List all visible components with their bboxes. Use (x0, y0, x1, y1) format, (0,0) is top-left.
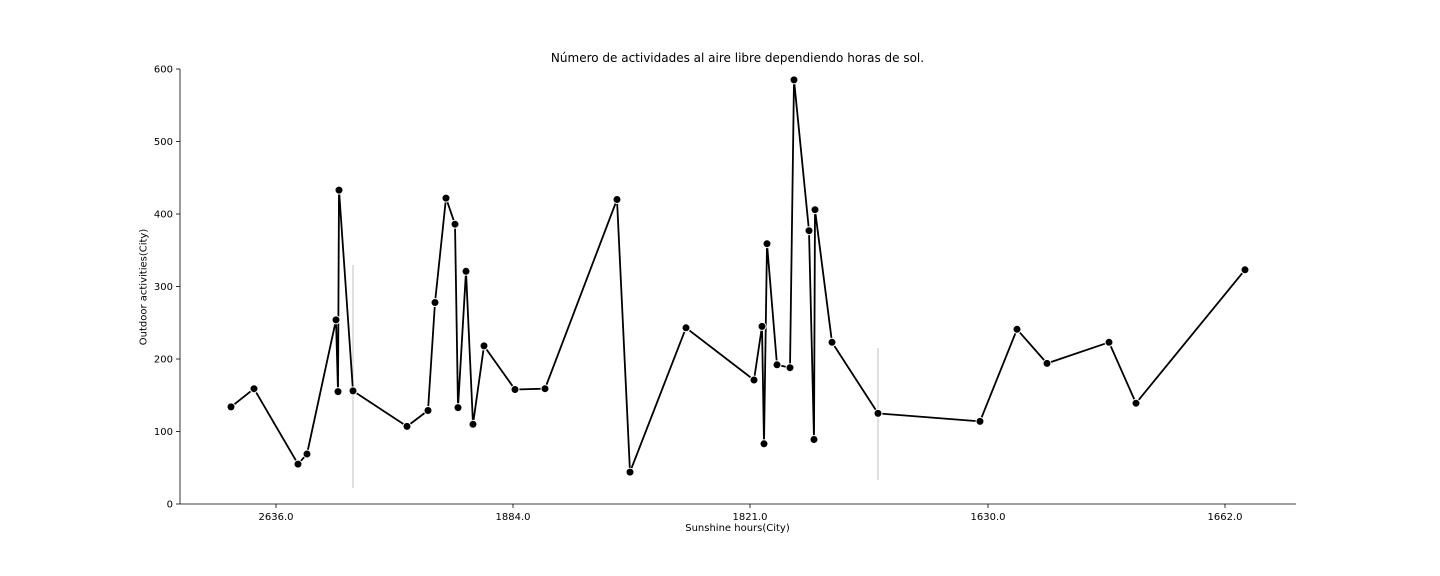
y-tick-label: 400 (154, 210, 173, 221)
data-point (1042, 358, 1052, 368)
data-point (510, 385, 520, 394)
data-point (334, 185, 344, 195)
data-point (331, 315, 341, 325)
data-point (762, 239, 772, 249)
data-point (827, 337, 837, 347)
y-tick-label: 300 (154, 282, 173, 293)
series-line (230, 79, 1246, 474)
data-point (226, 402, 236, 412)
data-point (809, 435, 819, 444)
data-point (804, 226, 814, 236)
data-point (441, 193, 451, 203)
y-tick-label: 500 (154, 137, 173, 148)
data-point (785, 363, 795, 373)
x-tick-label: 1821.0 (733, 512, 768, 523)
data-point (612, 195, 622, 204)
y-tick-label: 100 (154, 427, 173, 438)
data-point (873, 408, 883, 418)
data-point (772, 360, 782, 370)
data-point (1104, 337, 1114, 347)
data-point (450, 219, 460, 229)
y-tick-label: 200 (154, 355, 173, 366)
y-axis-label: Outdoor activities(City) (138, 228, 150, 346)
data-point (681, 323, 691, 333)
data-point (759, 439, 769, 449)
data-point (402, 421, 412, 431)
data-point (810, 205, 820, 215)
data-point (333, 387, 343, 397)
x-tick-label: 1884.0 (496, 512, 531, 523)
x-tick-label: 2636.0 (259, 512, 294, 523)
data-point (975, 416, 985, 426)
data-point (1131, 398, 1141, 408)
data-point (302, 449, 312, 459)
data-point (1240, 265, 1250, 275)
data-point (453, 403, 463, 413)
data-point (461, 266, 471, 276)
data-point (430, 298, 440, 307)
x-tick-label: 1662.0 (1208, 512, 1243, 523)
x-tick-label: 1630.0 (971, 512, 1006, 523)
axes (179, 69, 1296, 505)
chart-title: Número de actividades al aire libre depe… (550, 51, 925, 65)
data-point (423, 406, 433, 415)
data-point (348, 386, 358, 396)
data-point (757, 321, 767, 331)
series-group (226, 75, 1250, 477)
error-bars (352, 265, 879, 488)
data-point (625, 467, 635, 477)
y-tick-label: 0 (167, 500, 173, 511)
data-point (249, 384, 259, 394)
data-point (540, 384, 550, 394)
x-ticks: 2636.0 1884.0 1821.0 1630.0 1662.0 (259, 504, 1243, 523)
data-point (749, 375, 759, 385)
data-point (1012, 324, 1022, 334)
data-point (468, 419, 478, 429)
data-point (479, 341, 489, 351)
y-ticks: 0 100 200 300 400 500 600 (154, 65, 180, 511)
x-axis-label: Sunshine hours(City) (685, 523, 790, 534)
data-point (789, 75, 799, 85)
data-point (293, 459, 303, 469)
y-tick-label: 600 (154, 65, 173, 76)
